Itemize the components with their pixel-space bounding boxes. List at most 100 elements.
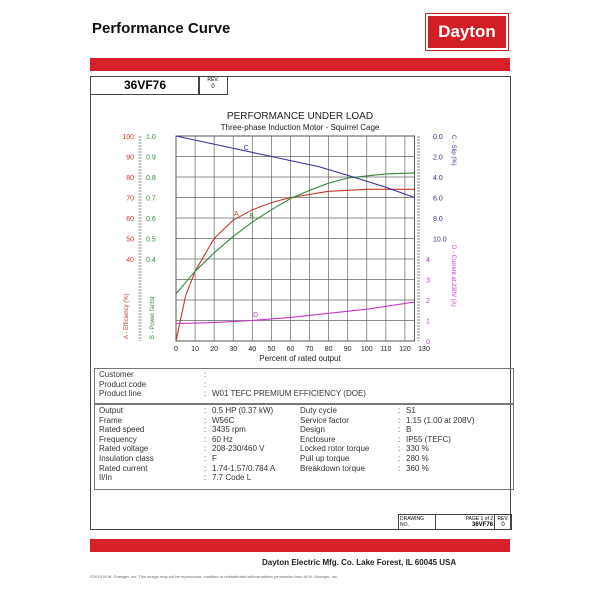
separator: : [204,453,207,463]
dayton-logo: Dayton [425,13,509,51]
spec-row: Rated speed:3435 rpm Design: B [99,425,509,435]
spec-row: Frame: W56C Service factor:1.15 (1.00 at 2… [99,416,509,426]
x-tick-label: 110 [380,346,391,353]
slip-axis-label: C - Slip (%) [450,135,456,166]
separator: : [204,473,207,483]
field-label: Customer [99,370,134,379]
spec-label: Rated speed [99,425,145,435]
efficiency-tick-label: 60 [126,216,134,223]
field-label: Product line [99,389,142,399]
power-factor-tick-label: 0.8 [146,175,156,182]
separator: : [398,434,401,444]
x-tick-label: 120 [399,346,411,353]
spec-value: 3435 rpm [212,425,246,435]
x-tick-label: 30 [229,346,237,353]
power-factor-tick-label: 0.5 [146,237,156,244]
spec-value: 280 % [406,453,429,463]
separator: : [398,453,401,463]
specs-box: Output:0.5 HP (0.37 kW) Duty cycle: S1 Fram… [94,404,514,490]
separator: : [204,444,207,454]
spec-value: W56C [212,415,235,425]
x-tick-label: 50 [267,346,275,353]
spec-label: Locked rotor torque [300,444,370,454]
slip-tick-label: 6.0 [433,196,443,203]
spec-label: Breakdown torque [300,463,365,473]
spec-row: Rated voltage:208-230/460 V Locked rotor … [99,444,509,454]
slip-tick-label: 8.0 [433,216,443,223]
spec-value: 208-230/460 V [212,444,265,454]
customer-box: Customer: Product code: Product line: W01 T… [94,368,514,404]
curve-b [175,172,415,295]
slip-tick-label: 10.0 [433,237,447,244]
separator: : [398,415,401,425]
spec-label: Pull up torque [300,453,350,463]
current-tick-label: 2 [426,298,430,305]
separator: : [398,463,401,473]
spec-row: Rated current:1.74-1.57/0.784 A Breakdown… [99,464,509,474]
power-factor-tick-label: 0.6 [146,216,156,223]
x-tick-label: 40 [248,346,256,353]
curve-a [175,188,415,342]
separator: : [398,444,401,454]
rev-label: REV. [207,77,219,83]
spec-value: 1.74-1.57/0.784 A [212,463,276,473]
revision-box: REV. 0 [198,76,228,95]
drawing-number: 36VF76 [471,522,493,528]
separator: : [398,406,401,415]
spec-label: Output [99,406,124,415]
footer-copyright: ©2015 W.W. Grainger, Inc. This design ma… [90,574,339,579]
spec-label: Frame [99,415,123,425]
drawing-rev: 0 [501,522,505,528]
spec-label: Il/In [99,473,112,483]
power-factor-tick-label: 1.0 [146,134,156,141]
spec-value: 0.5 HP (0.37 kW) [212,406,274,415]
field-label: Product code [99,379,147,389]
x-tick-label: 130 [418,346,430,353]
spec-label: Rated voltage [99,444,149,454]
efficiency-tick-label: 70 [126,196,134,203]
footer-company: Dayton Electric Mfg. Co. Lake Forest, IL… [262,558,457,567]
power-factor-tick-label: 0.4 [146,257,156,264]
separator: : [204,406,207,415]
curve-c [175,135,415,199]
page-indicator: PAGE 1 of 2 [465,516,493,522]
power-factor-tick-label: 0.9 [146,155,156,162]
spec-value: 7.7 Code L [212,473,252,483]
spec-value: F [212,453,217,463]
x-tick-label: 0 [174,346,178,353]
drawing-info: DRAWING NO. PAGE 1 of 2 36VF76 REV. 0 [398,514,512,530]
x-tick-label: 70 [306,346,314,353]
separator: : [204,415,207,425]
current-tick-label: 3 [426,278,430,285]
current-tick-label: 0 [426,339,430,346]
spec-label: Design [300,425,325,435]
curve-d [175,301,415,325]
page-title: Performance Curve [92,20,231,37]
chart-subtitle: Three-phase Induction Motor - Squirrel C… [221,123,380,132]
customer-row: Customer: [99,370,509,380]
spec-value: 60 Hz [212,434,233,444]
separator: : [204,434,207,444]
efficiency-tick-label: 40 [126,257,134,264]
separator: : [204,389,207,399]
document-frame [90,76,511,530]
slip-tick-label: 4.0 [433,175,443,182]
chart-title: PERFORMANCE UNDER LOAD [227,111,373,122]
separator: : [204,425,207,435]
power-factor-tick-label: 0.7 [146,196,156,203]
power-factor-axis-label: B - Power factor [150,296,156,339]
customer-row: Product code: [99,380,509,390]
separator: : [204,370,207,379]
spec-label: Frequency [99,434,137,444]
spec-row: Output:0.5 HP (0.37 kW) Duty cycle: S1 [99,406,509,416]
current-axis-label: D - Current at 230V (A) [450,245,456,307]
spec-value: 1.15 (1.00 at 208V) [406,415,475,425]
spec-row: Il/In:7.7 Code L [99,473,509,483]
drawing-no-label: DRAWING NO. [399,515,436,529]
current-tick-label: 1 [426,319,430,326]
spec-label: Service factor [300,415,349,425]
spec-value: B [406,425,412,435]
spec-label: Insulation class [99,453,154,463]
model-code: 36VF76 [90,76,200,95]
field-value: W01 TEFC PREMIUM EFFICIENCY (DOE) [212,389,366,399]
